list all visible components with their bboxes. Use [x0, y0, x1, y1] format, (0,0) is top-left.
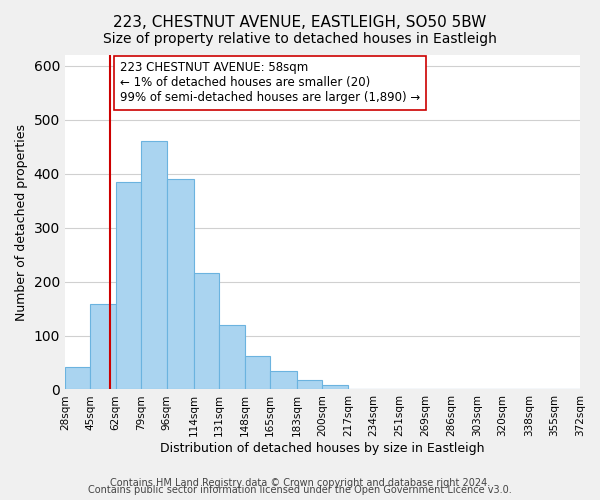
Text: 223 CHESTNUT AVENUE: 58sqm
← 1% of detached houses are smaller (20)
99% of semi-: 223 CHESTNUT AVENUE: 58sqm ← 1% of detac…	[120, 62, 421, 104]
Bar	[322, 385, 348, 390]
Bar	[297, 380, 322, 390]
Y-axis label: Number of detached properties: Number of detached properties	[15, 124, 28, 320]
Bar	[219, 324, 245, 390]
Bar	[270, 370, 297, 390]
Bar	[90, 304, 116, 390]
Text: Contains public sector information licensed under the Open Government Licence v3: Contains public sector information licen…	[88, 485, 512, 495]
Text: 223, CHESTNUT AVENUE, EASTLEIGH, SO50 5BW: 223, CHESTNUT AVENUE, EASTLEIGH, SO50 5B…	[113, 15, 487, 30]
Bar	[245, 356, 270, 390]
Text: Contains HM Land Registry data © Crown copyright and database right 2024.: Contains HM Land Registry data © Crown c…	[110, 478, 490, 488]
X-axis label: Distribution of detached houses by size in Eastleigh: Distribution of detached houses by size …	[160, 442, 485, 455]
Bar	[116, 182, 141, 390]
Bar	[141, 142, 167, 390]
Bar	[65, 367, 90, 390]
Bar	[167, 179, 194, 390]
Bar	[194, 274, 219, 390]
Text: Size of property relative to detached houses in Eastleigh: Size of property relative to detached ho…	[103, 32, 497, 46]
